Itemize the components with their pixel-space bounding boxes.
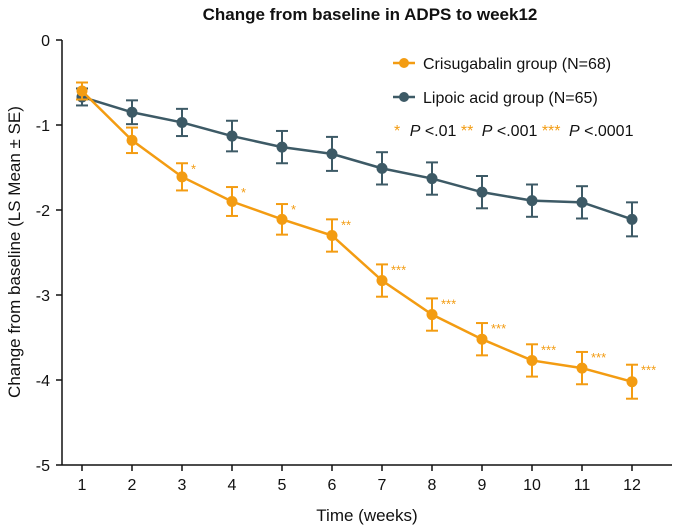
sig-legend-value-2: <.001 bbox=[497, 123, 538, 140]
significance-marker: *** bbox=[591, 350, 606, 365]
series-line-lipoic-acid bbox=[81, 95, 633, 221]
data-point-crisugabalin bbox=[626, 376, 638, 388]
significance-marker: *** bbox=[441, 296, 456, 311]
y-tick-label: -5 bbox=[36, 458, 50, 475]
data-point-lipoic-acid bbox=[326, 148, 338, 160]
data-point-crisugabalin bbox=[326, 230, 338, 241]
sig-legend-p-3: P bbox=[569, 123, 580, 140]
sig-legend-p-2: P bbox=[482, 123, 493, 140]
chart-title: Change from baseline in ADPS to week12 bbox=[203, 5, 538, 24]
significance-marker: * bbox=[291, 202, 296, 217]
data-point-lipoic-acid bbox=[526, 195, 538, 207]
x-tick-label: 7 bbox=[378, 477, 387, 494]
x-tick-label: 2 bbox=[128, 477, 137, 494]
significance-marker: *** bbox=[541, 342, 556, 357]
legend: Crisugabalin group (N=68) Lipoic acid gr… bbox=[393, 56, 634, 140]
y-tick-label: 0 bbox=[41, 33, 50, 50]
legend-lipoic-marker bbox=[399, 92, 409, 102]
x-tick-label: 10 bbox=[523, 477, 541, 494]
x-ticks: 1 2 3 4 5 6 7 8 9 10 11 12 bbox=[78, 465, 641, 494]
x-tick-label: 9 bbox=[478, 477, 487, 494]
data-point-lipoic-acid bbox=[126, 106, 138, 118]
data-point-crisugabalin bbox=[476, 333, 488, 345]
y-ticks: 0 -1 -2 -3 -4 -5 bbox=[36, 33, 62, 475]
data-point-crisugabalin bbox=[276, 213, 288, 225]
sig-legend-stars-1: * bbox=[394, 123, 400, 140]
y-tick-label: -1 bbox=[36, 118, 50, 135]
x-tick-label: 12 bbox=[623, 477, 641, 494]
x-tick-label: 4 bbox=[228, 477, 237, 494]
x-tick-label: 8 bbox=[428, 477, 437, 494]
sig-legend-stars-2: ** bbox=[461, 123, 473, 140]
data-point-lipoic-acid bbox=[576, 196, 588, 208]
x-tick-label: 11 bbox=[574, 477, 591, 494]
sig-legend-p-1: P bbox=[410, 123, 421, 140]
significance-legend: * P <.01 ** P <.001 *** P <.0001 bbox=[394, 123, 634, 140]
significance-marker: ** bbox=[341, 217, 351, 232]
data-point-crisugabalin bbox=[426, 309, 438, 321]
sig-legend-stars-3: *** bbox=[542, 123, 561, 140]
series-crisugabalin: *********************** bbox=[76, 81, 656, 400]
data-point-lipoic-acid bbox=[476, 186, 488, 198]
data-point-lipoic-acid bbox=[226, 130, 238, 142]
sig-legend-value-1: <.01 bbox=[425, 123, 457, 140]
data-point-crisugabalin bbox=[176, 171, 188, 183]
significance-marker: * bbox=[241, 185, 246, 200]
x-tick-label: 1 bbox=[78, 477, 87, 494]
x-tick-label: 3 bbox=[178, 477, 187, 494]
data-point-crisugabalin bbox=[126, 134, 138, 146]
data-point-lipoic-acid bbox=[426, 173, 438, 185]
y-tick-label: -3 bbox=[36, 288, 50, 305]
data-point-crisugabalin bbox=[526, 354, 538, 366]
data-point-crisugabalin bbox=[226, 196, 238, 207]
data-point-lipoic-acid bbox=[376, 162, 388, 174]
data-point-lipoic-acid bbox=[176, 116, 188, 128]
significance-marker: * bbox=[191, 161, 196, 176]
series-line-crisugabalin bbox=[81, 90, 633, 383]
x-tick-label: 6 bbox=[328, 477, 337, 494]
legend-lipoic-label: Lipoic acid group (N=65) bbox=[423, 90, 598, 107]
sig-legend-value-3: <.0001 bbox=[584, 123, 633, 140]
data-point-crisugabalin bbox=[576, 362, 588, 374]
y-tick-label: -2 bbox=[36, 203, 50, 220]
significance-marker: *** bbox=[491, 321, 506, 336]
legend-crisugabalin-marker bbox=[399, 58, 409, 68]
legend-crisugabalin-label: Crisugabalin group (N=68) bbox=[423, 56, 611, 73]
y-tick-label: -4 bbox=[36, 373, 50, 390]
data-point-crisugabalin bbox=[376, 275, 388, 287]
data-point-lipoic-acid bbox=[626, 213, 638, 225]
data-point-lipoic-acid bbox=[276, 141, 288, 153]
y-axis-label: Change from baseline (LS Mean ± SE) bbox=[5, 106, 24, 398]
x-tick-label: 5 bbox=[278, 477, 287, 494]
significance-marker: *** bbox=[641, 363, 656, 378]
data-point-crisugabalin bbox=[76, 85, 88, 97]
x-axis-label: Time (weeks) bbox=[316, 506, 417, 525]
significance-marker: *** bbox=[391, 262, 406, 277]
plot-area: *********************** bbox=[76, 81, 656, 400]
axes bbox=[61, 40, 672, 466]
